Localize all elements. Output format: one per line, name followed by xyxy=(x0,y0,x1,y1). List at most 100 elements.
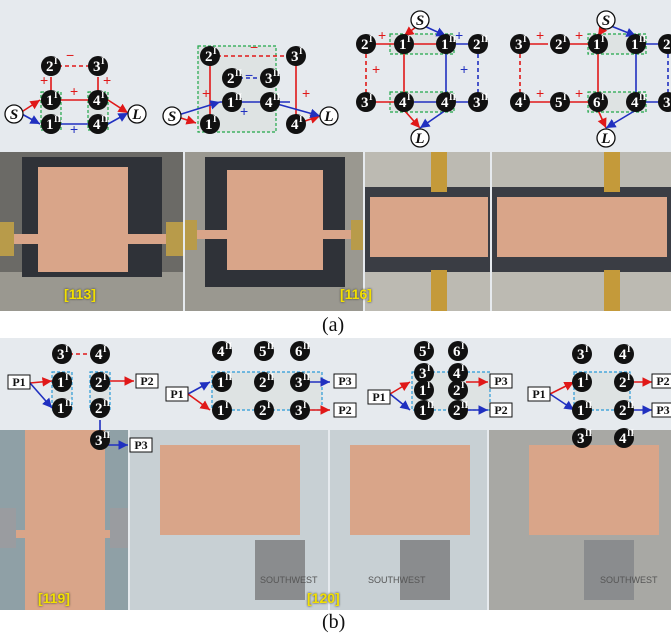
port-p2: P2 xyxy=(333,402,357,418)
svg-text:4: 4 xyxy=(441,95,449,111)
svg-text:P3: P3 xyxy=(656,403,669,417)
svg-text:II: II xyxy=(449,92,457,102)
svg-text:P3: P3 xyxy=(338,374,351,388)
svg-text:I: I xyxy=(54,90,58,100)
photo-b4 xyxy=(489,430,671,610)
coupling-line xyxy=(419,109,447,129)
svg-text:3: 3 xyxy=(577,347,585,363)
coupling-line xyxy=(187,393,211,411)
coupling-sign: + xyxy=(460,61,468,77)
ref-label-116: [116] xyxy=(340,286,372,302)
svg-text:4: 4 xyxy=(515,95,523,111)
coupling-sign: + xyxy=(455,27,463,43)
svg-text:S: S xyxy=(602,13,610,29)
resonator-node: 1 II xyxy=(52,398,73,418)
photo-b2 xyxy=(130,430,328,610)
svg-text:2: 2 xyxy=(453,403,461,419)
svg-text:I: I xyxy=(65,372,69,382)
port-p3: P3 xyxy=(651,402,671,418)
svg-text:3: 3 xyxy=(295,403,303,419)
svg-text:I: I xyxy=(427,341,431,351)
svg-text:II: II xyxy=(639,92,647,102)
svg-text:1: 1 xyxy=(57,401,65,417)
coupling-sign: + xyxy=(202,85,210,101)
svg-text:I: I xyxy=(101,56,105,66)
svg-text:I: I xyxy=(601,92,605,102)
svg-text:II: II xyxy=(427,400,435,410)
svg-text:I: I xyxy=(225,400,229,410)
svg-text:2: 2 xyxy=(663,37,671,53)
coupling-line xyxy=(107,112,129,125)
svg-text:P3: P3 xyxy=(494,374,507,388)
photo-a3 xyxy=(365,152,490,311)
resonator-node: 4 II xyxy=(260,92,281,112)
port-p3: P3 xyxy=(129,437,153,453)
svg-text:2: 2 xyxy=(555,37,563,53)
source-terminal: S xyxy=(4,104,24,124)
svg-text:II: II xyxy=(65,398,73,408)
svg-text:II: II xyxy=(225,341,233,351)
svg-text:I: I xyxy=(461,341,465,351)
svg-text:I: I xyxy=(54,56,58,66)
resonator-node: 4 II xyxy=(88,114,109,134)
svg-text:I: I xyxy=(461,363,465,373)
svg-text:S: S xyxy=(168,109,176,125)
svg-text:II: II xyxy=(585,400,593,410)
svg-text:I: I xyxy=(461,380,465,390)
coupling-sign: − xyxy=(245,67,253,83)
svg-text:P1: P1 xyxy=(372,390,385,404)
svg-text:L: L xyxy=(131,107,141,123)
coupling-sign: − xyxy=(250,39,258,55)
port-p2: P2 xyxy=(135,373,159,389)
svg-text:2: 2 xyxy=(95,375,103,391)
svg-text:I: I xyxy=(563,92,567,102)
svg-text:3: 3 xyxy=(515,37,523,53)
svg-text:I: I xyxy=(267,400,271,410)
port-p2: P2 xyxy=(651,373,671,389)
svg-text:4: 4 xyxy=(265,95,273,111)
port-p2: P2 xyxy=(489,402,513,418)
svg-text:3: 3 xyxy=(663,95,671,111)
svg-text:I: I xyxy=(523,92,527,102)
svg-text:1: 1 xyxy=(205,117,213,133)
svg-text:3: 3 xyxy=(577,431,585,447)
port-p3: P3 xyxy=(333,373,357,389)
svg-text:3: 3 xyxy=(95,433,103,449)
svg-text:1: 1 xyxy=(593,37,601,53)
coupling-sign: + xyxy=(240,103,248,119)
source-terminal: S xyxy=(596,10,616,30)
coupling-line xyxy=(187,381,211,395)
svg-text:P1: P1 xyxy=(12,375,25,389)
coupling-line xyxy=(389,381,411,395)
svg-text:II: II xyxy=(225,372,233,382)
panel-label-b: (b) xyxy=(322,611,346,633)
panel-label-a: (a) xyxy=(322,314,345,336)
photo-b3 xyxy=(330,430,487,610)
svg-text:4: 4 xyxy=(291,117,299,133)
ref-label-120: [120] xyxy=(307,590,340,606)
svg-text:II: II xyxy=(303,372,311,382)
resonator-node: 4 II xyxy=(436,92,457,112)
svg-text:2: 2 xyxy=(361,37,369,53)
svg-text:1: 1 xyxy=(441,37,449,53)
svg-text:S: S xyxy=(10,107,18,123)
